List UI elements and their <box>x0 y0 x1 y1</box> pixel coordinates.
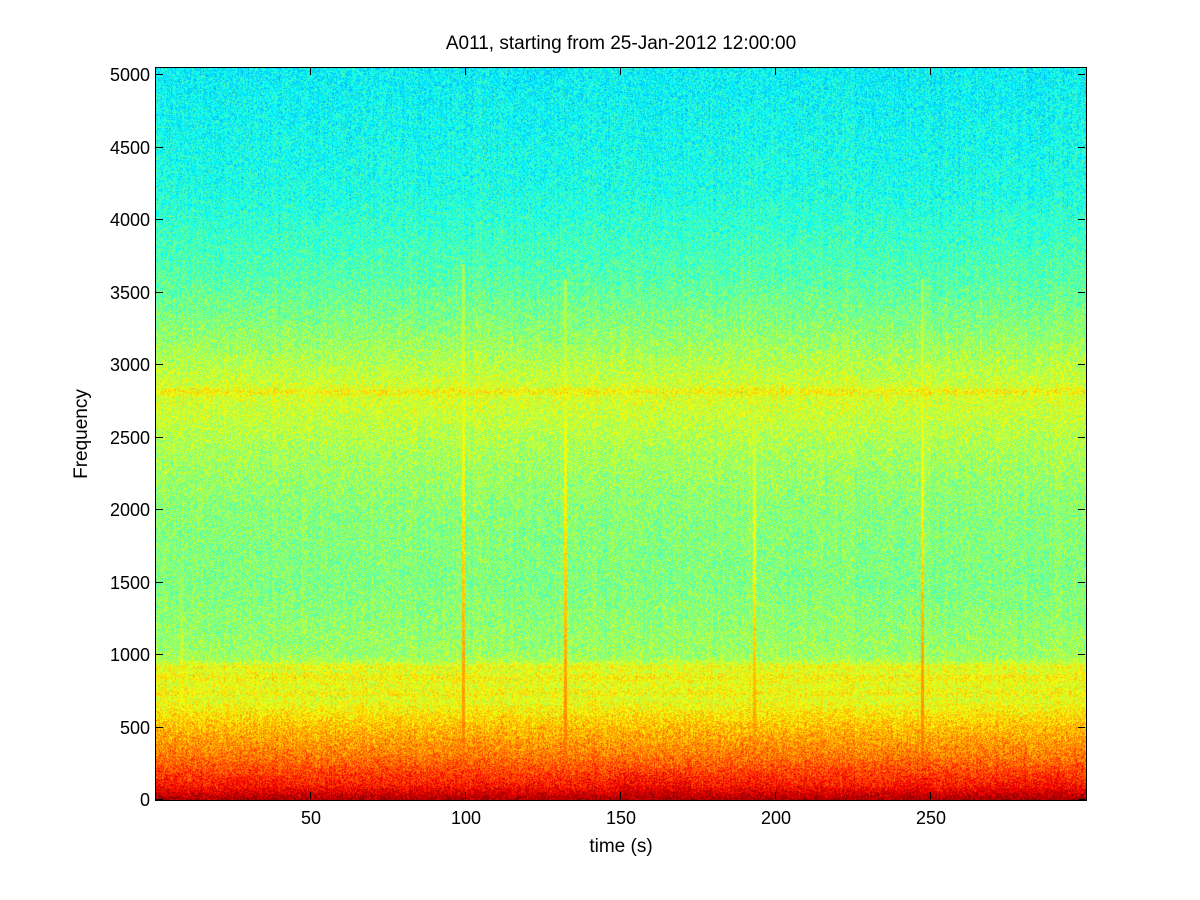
chart-title: A011, starting from 25-Jan-2012 12:00:00 <box>445 33 797 54</box>
spectrogram-heatmap <box>156 68 1086 800</box>
x-tick-mark <box>620 68 621 75</box>
y-tick-mark <box>1078 292 1085 293</box>
y-tick-label: 3000 <box>109 355 150 376</box>
y-tick-mark <box>1078 74 1085 75</box>
x-tick-mark <box>310 68 311 75</box>
y-tick-mark <box>1078 437 1085 438</box>
x-tick-mark <box>310 792 311 799</box>
y-tick-label: 5000 <box>109 65 150 86</box>
y-tick-label: 4500 <box>109 137 150 158</box>
x-tick-mark <box>465 68 466 75</box>
y-tick-mark <box>1078 727 1085 728</box>
y-tick-label: 2000 <box>109 500 150 521</box>
x-tick-mark <box>930 792 931 799</box>
y-tick-mark <box>1078 147 1085 148</box>
x-tick-mark <box>465 792 466 799</box>
x-tick-label: 150 <box>605 808 637 828</box>
y-tick-mark <box>156 292 163 293</box>
y-tick-mark <box>156 147 163 148</box>
y-tick-mark <box>1078 582 1085 583</box>
x-tick-label: 250 <box>915 808 947 828</box>
y-axis-label: Frequency <box>71 389 92 479</box>
x-tick-label: 100 <box>450 808 482 828</box>
y-tick-mark <box>156 437 163 438</box>
x-axis-label: time (s) <box>589 836 653 857</box>
y-tick-label: 4000 <box>109 210 150 231</box>
y-tick-mark <box>156 219 163 220</box>
y-tick-mark <box>156 799 163 800</box>
plot-area <box>156 68 1086 800</box>
y-tick-mark <box>1078 654 1085 655</box>
x-tick-label: 50 <box>300 808 322 828</box>
x-tick-mark <box>775 68 776 75</box>
x-tick-mark <box>620 792 621 799</box>
y-tick-mark <box>156 654 163 655</box>
y-tick-label: 0 <box>139 790 150 810</box>
y-tick-mark <box>1078 364 1085 365</box>
y-tick-label: 500 <box>119 717 150 738</box>
y-tick-mark <box>156 364 163 365</box>
y-tick-label: 3500 <box>109 282 150 303</box>
y-tick-mark <box>156 582 163 583</box>
y-tick-mark <box>156 509 163 510</box>
x-tick-mark <box>775 792 776 799</box>
y-tick-mark <box>1078 509 1085 510</box>
y-tick-label: 1000 <box>109 645 150 666</box>
y-tick-mark <box>156 74 163 75</box>
x-tick-label: 200 <box>760 808 792 828</box>
y-tick-mark <box>1078 799 1085 800</box>
y-tick-label: 1500 <box>109 572 150 593</box>
y-tick-mark <box>156 727 163 728</box>
y-tick-label: 2500 <box>109 427 150 448</box>
x-tick-mark <box>930 68 931 75</box>
y-tick-mark <box>1078 219 1085 220</box>
